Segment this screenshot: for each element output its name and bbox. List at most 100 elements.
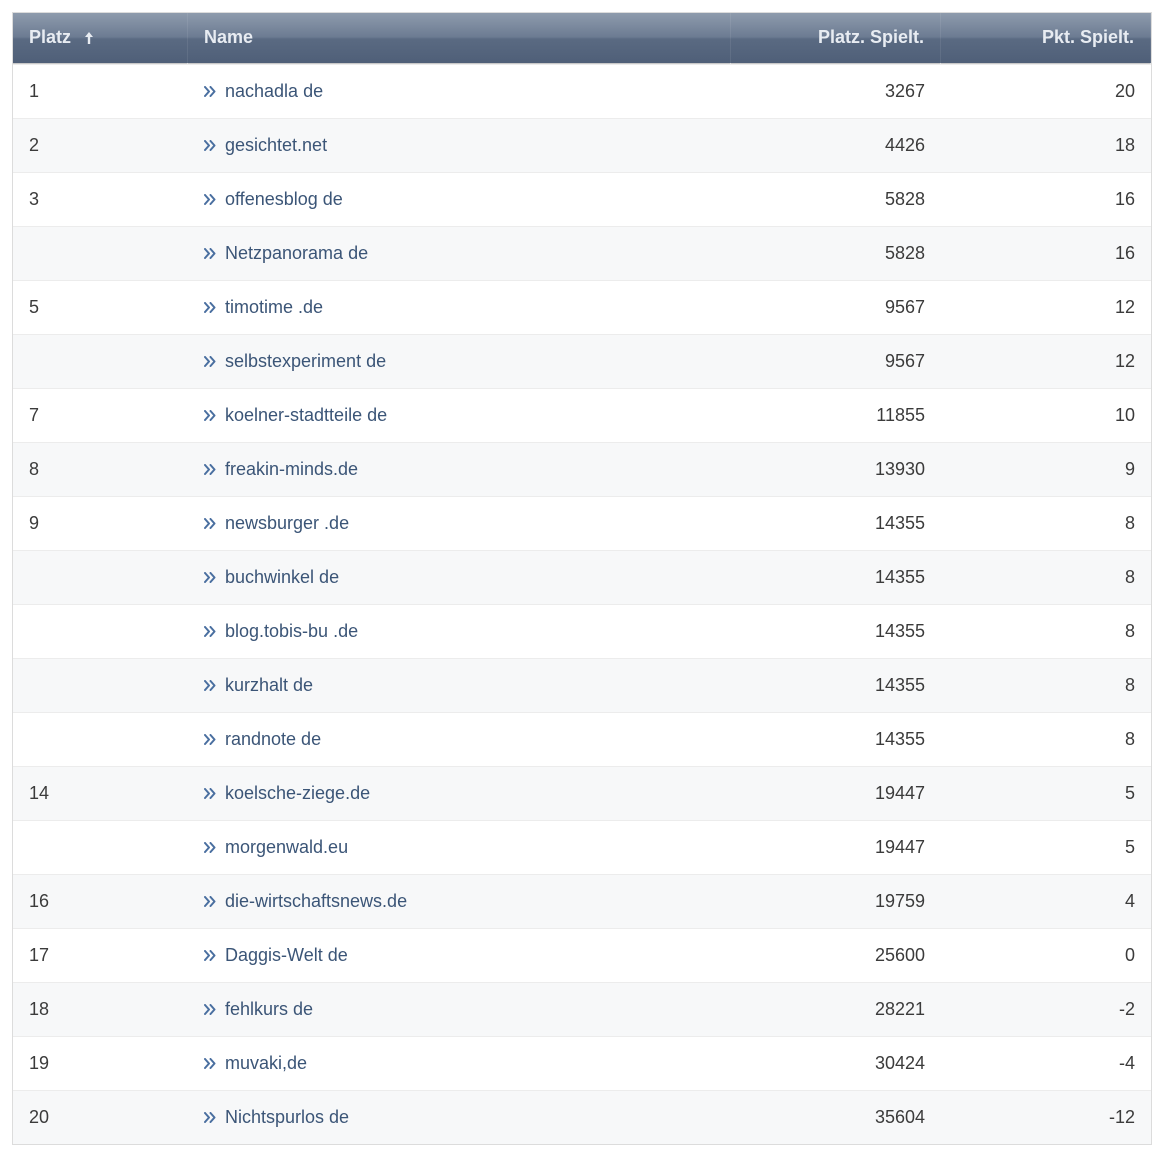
cell-pkt-spielt: 20 <box>941 64 1151 118</box>
cell-platz: 16 <box>13 874 188 928</box>
cell-name: blog.tobis-bu .de <box>188 604 731 658</box>
name-text: gesichtet.net <box>225 135 327 156</box>
name-link[interactable]: nachadla de <box>204 81 323 102</box>
cell-name: buchwinkel de <box>188 550 731 604</box>
cell-pkt-spielt: 8 <box>941 496 1151 550</box>
col-header-name[interactable]: Name <box>188 13 731 64</box>
name-link[interactable]: gesichtet.net <box>204 135 327 156</box>
name-link[interactable]: newsburger .de <box>204 513 349 534</box>
cell-platz: 7 <box>13 388 188 442</box>
name-link[interactable]: blog.tobis-bu .de <box>204 621 358 642</box>
cell-pkt-spielt: 16 <box>941 172 1151 226</box>
name-link[interactable]: kurzhalt de <box>204 675 313 696</box>
col-header-platz-spielt-label: Platz. Spielt. <box>818 27 924 47</box>
cell-pkt-spielt: 12 <box>941 280 1151 334</box>
double-chevron-right-icon <box>204 464 217 475</box>
ranking-table: Platz Name Platz. Spielt. Pkt. Spielt. 1… <box>12 12 1152 1145</box>
name-text: koelner-stadtteile de <box>225 405 387 426</box>
name-link[interactable]: muvaki,de <box>204 1053 307 1074</box>
cell-pkt-spielt: -12 <box>941 1090 1151 1144</box>
double-chevron-right-icon <box>204 140 217 151</box>
name-text: buchwinkel de <box>225 567 339 588</box>
table-row: 9newsburger .de143558 <box>13 496 1151 550</box>
name-text: Daggis-Welt de <box>225 945 348 966</box>
table-row: 18fehlkurs de28221-2 <box>13 982 1151 1036</box>
name-link[interactable]: morgenwald.eu <box>204 837 348 858</box>
cell-platz-spielt: 28221 <box>731 982 941 1036</box>
name-link[interactable]: buchwinkel de <box>204 567 339 588</box>
name-text: selbstexperiment de <box>225 351 386 372</box>
name-link[interactable]: koelner-stadtteile de <box>204 405 387 426</box>
double-chevron-right-icon <box>204 410 217 421</box>
cell-platz-spielt: 13930 <box>731 442 941 496</box>
cell-platz-spielt: 9567 <box>731 334 941 388</box>
col-header-platz-spielt[interactable]: Platz. Spielt. <box>731 13 941 64</box>
double-chevron-right-icon <box>204 1058 217 1069</box>
name-link[interactable]: Netzpanorama de <box>204 243 368 264</box>
cell-platz-spielt: 14355 <box>731 550 941 604</box>
name-link[interactable]: freakin-minds.de <box>204 459 358 480</box>
cell-platz-spielt: 19759 <box>731 874 941 928</box>
name-text: kurzhalt de <box>225 675 313 696</box>
name-link[interactable]: fehlkurs de <box>204 999 313 1020</box>
name-text: die-wirtschaftsnews.de <box>225 891 407 912</box>
cell-name: die-wirtschaftsnews.de <box>188 874 731 928</box>
double-chevron-right-icon <box>204 896 217 907</box>
name-link[interactable]: offenesblog de <box>204 189 343 210</box>
table-row: kurzhalt de143558 <box>13 658 1151 712</box>
cell-platz <box>13 604 188 658</box>
table-row: Netzpanorama de582816 <box>13 226 1151 280</box>
cell-name: offenesblog de <box>188 172 731 226</box>
name-link[interactable]: koelsche-ziege.de <box>204 783 370 804</box>
name-link[interactable]: selbstexperiment de <box>204 351 386 372</box>
name-text: muvaki,de <box>225 1053 307 1074</box>
cell-platz-spielt: 14355 <box>731 604 941 658</box>
cell-name: timotime .de <box>188 280 731 334</box>
double-chevron-right-icon <box>204 86 217 97</box>
cell-platz <box>13 334 188 388</box>
table-row: 1nachadla de326720 <box>13 64 1151 118</box>
cell-platz <box>13 550 188 604</box>
name-link[interactable]: randnote de <box>204 729 321 750</box>
cell-name: nachadla de <box>188 64 731 118</box>
cell-platz-spielt: 4426 <box>731 118 941 172</box>
table-row: blog.tobis-bu .de 143558 <box>13 604 1151 658</box>
cell-platz-spielt: 14355 <box>731 712 941 766</box>
name-link[interactable]: timotime .de <box>204 297 323 318</box>
cell-pkt-spielt: 16 <box>941 226 1151 280</box>
double-chevron-right-icon <box>204 302 217 313</box>
cell-platz: 5 <box>13 280 188 334</box>
cell-platz: 20 <box>13 1090 188 1144</box>
cell-pkt-spielt: 8 <box>941 658 1151 712</box>
table-row: 3offenesblog de582816 <box>13 172 1151 226</box>
table-body: 1nachadla de3267202gesichtet.net4426183o… <box>13 64 1151 1144</box>
double-chevron-right-icon <box>204 356 217 367</box>
table-row: randnote de143558 <box>13 712 1151 766</box>
cell-platz-spielt: 19447 <box>731 820 941 874</box>
double-chevron-right-icon <box>204 1112 217 1123</box>
cell-name: fehlkurs de <box>188 982 731 1036</box>
cell-name: freakin-minds.de <box>188 442 731 496</box>
name-link[interactable]: Nichtspurlos de <box>204 1107 349 1128</box>
name-text: fehlkurs de <box>225 999 313 1020</box>
name-link[interactable]: Daggis-Welt de <box>204 945 348 966</box>
cell-name: selbstexperiment de <box>188 334 731 388</box>
table-row: 17Daggis-Welt de256000 <box>13 928 1151 982</box>
cell-pkt-spielt: -4 <box>941 1036 1151 1090</box>
cell-platz <box>13 712 188 766</box>
cell-pkt-spielt: 8 <box>941 604 1151 658</box>
cell-name: Nichtspurlos de <box>188 1090 731 1144</box>
cell-platz-spielt: 19447 <box>731 766 941 820</box>
name-link[interactable]: die-wirtschaftsnews.de <box>204 891 407 912</box>
double-chevron-right-icon <box>204 1004 217 1015</box>
cell-platz-spielt: 3267 <box>731 64 941 118</box>
col-header-pkt-spielt[interactable]: Pkt. Spielt. <box>941 13 1151 64</box>
cell-pkt-spielt: 9 <box>941 442 1151 496</box>
cell-platz: 17 <box>13 928 188 982</box>
cell-platz: 18 <box>13 982 188 1036</box>
table-row: 20Nichtspurlos de35604-12 <box>13 1090 1151 1144</box>
col-header-platz[interactable]: Platz <box>13 13 188 64</box>
cell-pkt-spielt: 0 <box>941 928 1151 982</box>
cell-pkt-spielt: 4 <box>941 874 1151 928</box>
double-chevron-right-icon <box>204 518 217 529</box>
